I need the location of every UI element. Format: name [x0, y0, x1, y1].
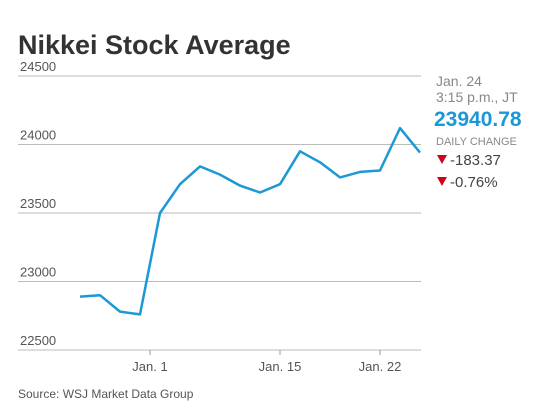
y-tick-label: 24000 [20, 128, 56, 143]
source: Source: WSJ Market Data Group [18, 387, 194, 401]
change: -183.37 [450, 152, 501, 169]
x-tick-label: Jan. 22 [359, 359, 402, 374]
price-line [79, 126, 421, 316]
y-tick-label: 22500 [20, 333, 56, 348]
chart-title: Nikkei Stock Average [18, 30, 291, 60]
change-label: DAILY CHANGE [436, 136, 517, 148]
y-tick-label: 23500 [20, 196, 56, 211]
y-tick-label: 23000 [20, 265, 56, 280]
x-tick-label: Jan. 1 [132, 359, 167, 374]
quote-date: Jan. 24 [436, 73, 482, 89]
quote-last: 23940.78 [434, 108, 522, 131]
x-tick-label: Jan. 15 [259, 359, 302, 374]
down-arrow [437, 177, 447, 186]
y-tick-label: 24500 [20, 59, 56, 74]
down-arrow [437, 155, 447, 164]
change-pct: -0.76% [450, 174, 498, 191]
quote-time: 3:15 p.m., JT [436, 89, 518, 105]
